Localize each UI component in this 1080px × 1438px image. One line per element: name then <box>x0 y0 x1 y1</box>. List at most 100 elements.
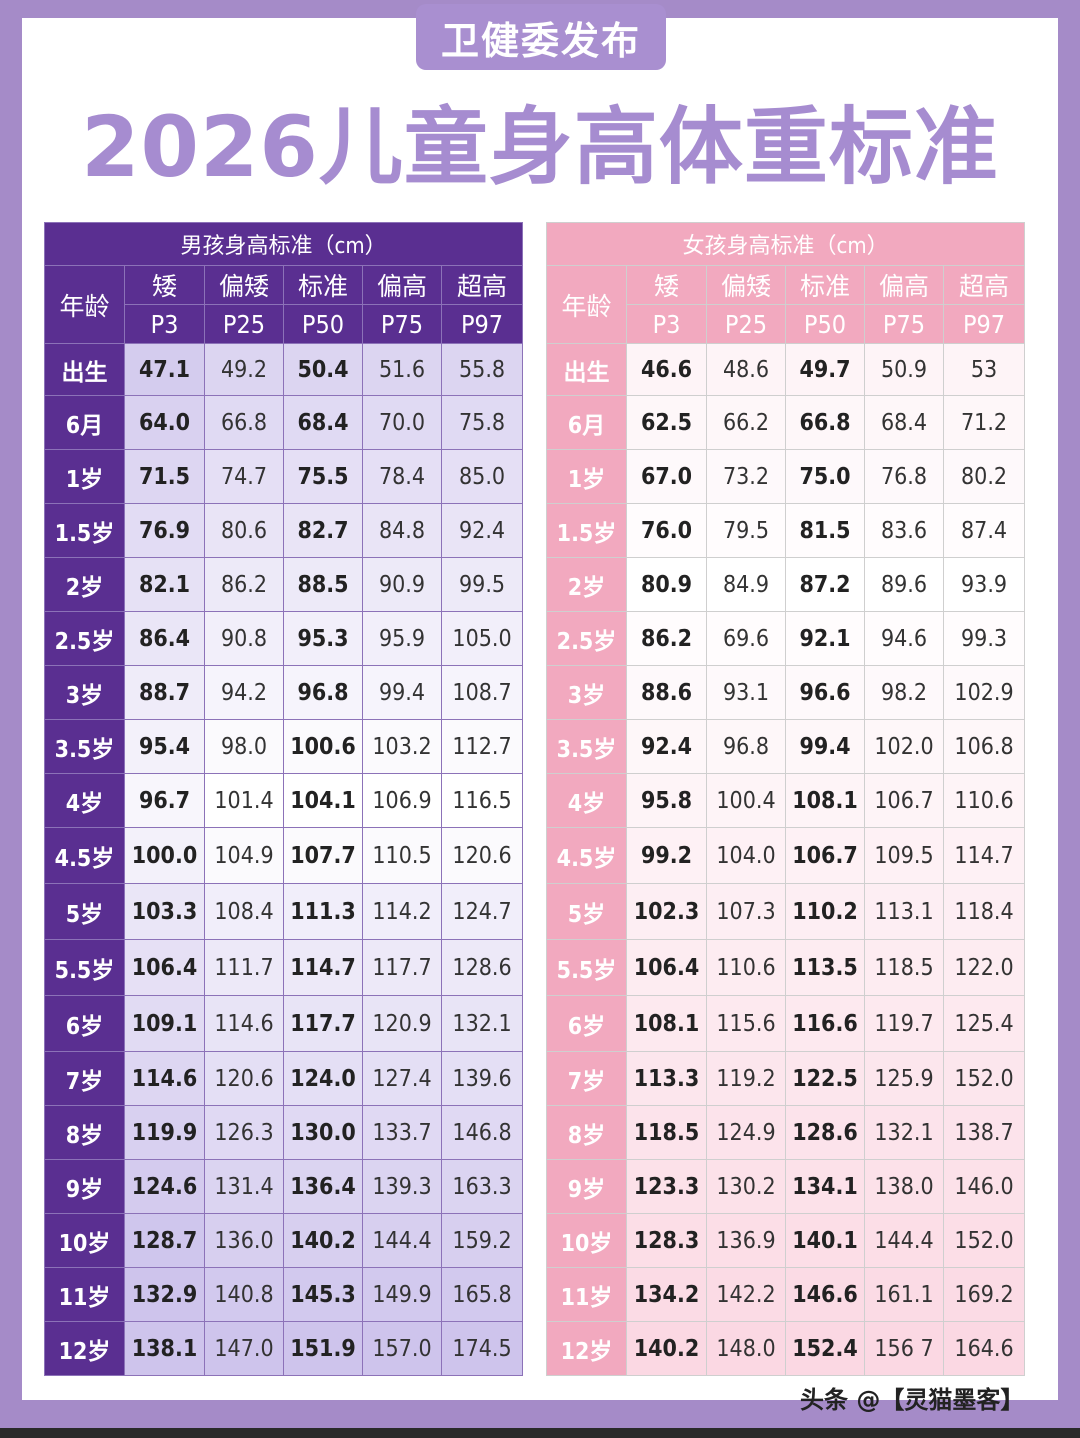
value-cell: 48.6 <box>706 343 786 396</box>
value-cell: 88.6 <box>626 665 707 720</box>
value-cell: 140.1 <box>785 1213 865 1268</box>
value-cell: 90.8 <box>204 611 284 666</box>
value-cell: 107.3 <box>706 883 786 940</box>
value-cell: 80.6 <box>204 503 284 558</box>
level-header: 偏矮 <box>204 265 284 305</box>
value-cell: 117.7 <box>362 939 442 996</box>
age-cell: 4.5岁 <box>44 827 125 884</box>
boys-title-row: 男孩身高标准（cm） <box>43 222 524 266</box>
value-cell: 113.1 <box>864 883 944 940</box>
table-row: 12岁 138.1 147.0 151.9 157.0 174.5 <box>44 1321 524 1376</box>
value-cell: 126.3 <box>204 1105 284 1160</box>
girls-percentile-row: P3 P25 P50 P75 P97 <box>547 304 1026 344</box>
value-cell: 138.0 <box>864 1159 944 1214</box>
value-cell: 147.0 <box>204 1321 284 1376</box>
value-cell: 128.6 <box>440 939 524 996</box>
value-cell: 108.4 <box>204 883 284 940</box>
value-cell: 76.0 <box>626 503 707 558</box>
table-row: 5.5岁 106.4 110.6 113.5 118.5 122.0 <box>546 939 1026 996</box>
value-cell: 111.7 <box>204 939 284 996</box>
value-cell: 84.9 <box>706 557 786 612</box>
table-row: 1岁 71.5 74.7 75.5 78.4 85.0 <box>44 449 524 504</box>
value-cell: 169.2 <box>942 1267 1026 1322</box>
value-cell: 90.9 <box>362 557 442 612</box>
value-cell: 98.2 <box>864 665 944 720</box>
value-cell: 75.8 <box>440 395 524 450</box>
value-cell: 82.7 <box>283 503 363 558</box>
value-cell: 108.1 <box>626 995 707 1052</box>
value-cell: 79.5 <box>706 503 786 558</box>
value-cell: 94.2 <box>204 665 284 720</box>
table-row: 3岁 88.7 94.2 96.8 99.4 108.7 <box>44 665 524 720</box>
value-cell: 108.7 <box>440 665 524 720</box>
value-cell: 78.4 <box>362 449 442 504</box>
table-row: 2.5岁 86.4 90.8 95.3 95.9 105.0 <box>44 611 524 666</box>
value-cell: 76.9 <box>124 503 205 558</box>
level-header: 矮 <box>124 265 205 305</box>
value-cell: 71.5 <box>124 449 205 504</box>
value-cell: 53 <box>942 343 1026 396</box>
value-cell: 128.7 <box>124 1213 205 1268</box>
age-cell: 2.5岁 <box>546 611 627 666</box>
table-row: 3.5岁 92.4 96.8 99.4 102.0 106.8 <box>546 719 1026 774</box>
percentile-header: P50 <box>283 304 363 344</box>
table-row: 1.5岁 76.9 80.6 82.7 84.8 92.4 <box>44 503 524 558</box>
table-row: 9岁 124.6 131.4 136.4 139.3 163.3 <box>44 1159 524 1214</box>
table-row: 7岁 114.6 120.6 124.0 127.4 139.6 <box>44 1051 524 1106</box>
value-cell: 106.4 <box>124 939 205 996</box>
table-row: 6月 64.0 66.8 68.4 70.0 75.8 <box>44 395 524 450</box>
value-cell: 152.4 <box>785 1321 865 1376</box>
value-cell: 96.7 <box>124 773 205 828</box>
value-cell: 122.0 <box>942 939 1026 996</box>
value-cell: 146.6 <box>785 1267 865 1322</box>
value-cell: 85.0 <box>440 449 524 504</box>
value-cell: 92.1 <box>785 611 865 666</box>
value-cell: 55.8 <box>440 343 524 396</box>
value-cell: 99.3 <box>942 611 1026 666</box>
table-row: 6月 62.5 66.2 66.8 68.4 71.2 <box>546 395 1026 450</box>
publisher-badge: 卫健委发布 <box>416 4 666 70</box>
value-cell: 102.0 <box>864 719 944 774</box>
table-row: 3岁 88.6 93.1 96.6 98.2 102.9 <box>546 665 1026 720</box>
value-cell: 99.4 <box>362 665 442 720</box>
table-row: 4岁 96.7 101.4 104.1 106.9 116.5 <box>44 773 524 828</box>
value-cell: 64.0 <box>124 395 205 450</box>
age-cell: 12岁 <box>44 1321 125 1376</box>
value-cell: 120.6 <box>204 1051 284 1106</box>
girls-title-row: 女孩身高标准（cm） <box>545 222 1026 266</box>
value-cell: 108.1 <box>785 773 865 828</box>
value-cell: 51.6 <box>362 343 442 396</box>
value-cell: 161.1 <box>864 1267 944 1322</box>
percentile-header: P75 <box>864 304 944 344</box>
table-row: 10岁 128.3 136.9 140.1 144.4 152.0 <box>546 1213 1026 1268</box>
value-cell: 151.9 <box>283 1321 363 1376</box>
age-cell: 1.5岁 <box>546 503 627 558</box>
table-row: 11岁 134.2 142.2 146.6 161.1 169.2 <box>546 1267 1026 1322</box>
percentile-header: P97 <box>942 304 1026 344</box>
value-cell: 114.2 <box>362 883 442 940</box>
value-cell: 100.4 <box>706 773 786 828</box>
value-cell: 130.0 <box>283 1105 363 1160</box>
value-cell: 111.3 <box>283 883 363 940</box>
age-cell: 1岁 <box>44 449 125 504</box>
value-cell: 66.8 <box>785 395 865 450</box>
value-cell: 139.3 <box>362 1159 442 1214</box>
value-cell: 138.1 <box>124 1321 205 1376</box>
value-cell: 75.0 <box>785 449 865 504</box>
age-cell: 5岁 <box>546 883 627 940</box>
age-cell: 9岁 <box>44 1159 125 1214</box>
value-cell: 140.2 <box>626 1321 707 1376</box>
table-row: 1.5岁 76.0 79.5 81.5 83.6 87.4 <box>546 503 1026 558</box>
value-cell: 109.5 <box>864 827 944 884</box>
percentile-header: P25 <box>706 304 786 344</box>
value-cell: 174.5 <box>440 1321 524 1376</box>
percentile-header: P75 <box>362 304 442 344</box>
value-cell: 145.3 <box>283 1267 363 1322</box>
value-cell: 96.8 <box>283 665 363 720</box>
value-cell: 96.6 <box>785 665 865 720</box>
table-row: 3.5岁 95.4 98.0 100.6 103.2 112.7 <box>44 719 524 774</box>
value-cell: 130.2 <box>706 1159 786 1214</box>
value-cell: 140.2 <box>283 1213 363 1268</box>
value-cell: 138.7 <box>942 1105 1026 1160</box>
value-cell: 136.9 <box>706 1213 786 1268</box>
